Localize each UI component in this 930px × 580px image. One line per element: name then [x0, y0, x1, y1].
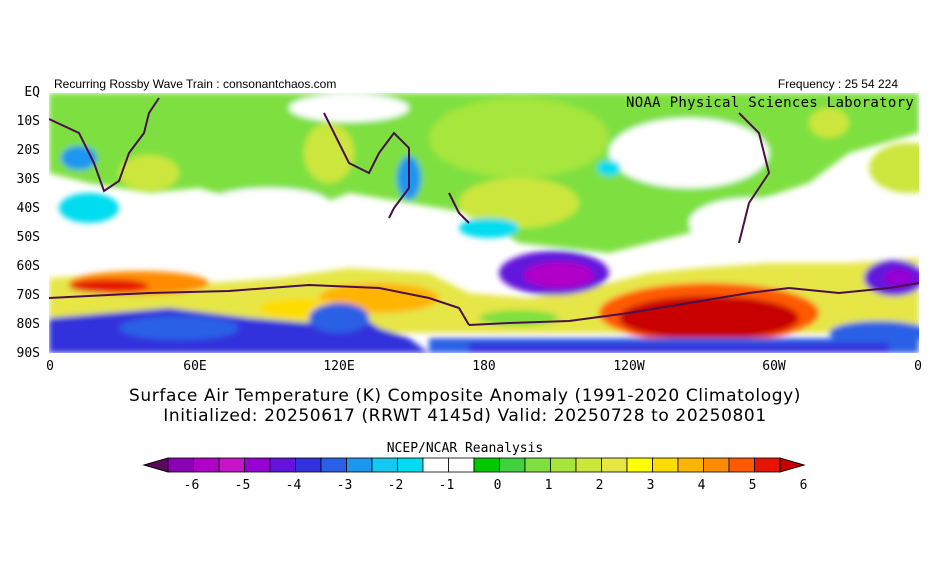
colorbar-swatch	[167, 457, 194, 473]
colorbar-swatch	[754, 457, 781, 473]
lon-label-60w: 60W	[762, 359, 786, 374]
lon-label-60e: 60E	[183, 359, 207, 374]
colorbar-tick-label: -1	[438, 478, 455, 493]
colorbar-swatch	[601, 457, 628, 473]
lon-label-180: 180	[472, 359, 496, 374]
colorbar-tick-label: 5	[748, 478, 757, 493]
colorbar-swatch	[499, 457, 526, 473]
lab-name: NOAA Physical Sciences Laboratory	[626, 95, 915, 111]
colorbar-tick-label: -6	[183, 478, 200, 493]
colorbar-swatch	[473, 457, 500, 473]
colorbar-arrow-left	[142, 457, 169, 473]
lat-label-50s: 50S	[16, 230, 40, 245]
colorbar-swatch	[550, 457, 577, 473]
lon-label-120w: 120W	[613, 359, 645, 374]
lat-label-80s: 80S	[16, 317, 40, 332]
title-line-2: Initialized: 20250617 (RRWT 4145d) Valid…	[163, 406, 767, 426]
lat-label-60s: 60S	[16, 259, 40, 274]
header-frequency-text: Frequency : 25 54 224	[777, 77, 898, 91]
colorbar-swatch	[193, 457, 220, 473]
colorbar-swatch	[346, 457, 373, 473]
colorbar-tick-label: 6	[799, 478, 808, 493]
colorbar-swatch	[448, 457, 475, 473]
lon-label-120e: 120E	[323, 359, 355, 374]
colorbar-swatch	[295, 457, 322, 473]
lon-label-0: 0	[46, 359, 54, 374]
colorbar-tick-label: -4	[285, 478, 302, 493]
colorbar-swatch	[652, 457, 679, 473]
lat-label-eq: EQ	[24, 85, 40, 100]
colorbar-swatch	[626, 457, 653, 473]
colorbar-swatch	[575, 457, 602, 473]
colorbar-tick-label: -2	[387, 478, 404, 493]
colorbar-tick-label: -3	[336, 478, 353, 493]
colorbar-swatch	[218, 457, 245, 473]
colorbar-swatch	[728, 457, 755, 473]
colorbar-swatch	[244, 457, 271, 473]
lat-label-30s: 30S	[16, 172, 40, 187]
colorbar-swatch	[422, 457, 449, 473]
colorbar-tick-label: 1	[544, 478, 553, 493]
colorbar-tick-label: 2	[595, 478, 604, 493]
colorbar-swatch	[397, 457, 424, 473]
colorbar-tick-label: 4	[697, 478, 706, 493]
coastlines	[49, 97, 919, 326]
lat-label-20s: 20S	[16, 143, 40, 158]
colorbar-swatch	[371, 457, 398, 473]
data-source: NCEP/NCAR Reanalysis	[386, 441, 544, 456]
header-left-text: Recurring Rossby Wave Train : consonantc…	[54, 77, 337, 91]
colorbar-swatch	[269, 457, 296, 473]
colorbar-swatch	[320, 457, 347, 473]
colorbar-tick-label: 3	[646, 478, 655, 493]
lat-label-90s: 90S	[16, 346, 40, 361]
anomaly-map	[49, 93, 919, 353]
lat-label-40s: 40S	[16, 201, 40, 216]
anomaly-field	[49, 93, 919, 353]
colorbar-swatch	[703, 457, 730, 473]
colorbar	[142, 457, 806, 473]
lat-label-70s: 70S	[16, 288, 40, 303]
title-line-1: Surface Air Temperature (K) Composite An…	[129, 386, 801, 406]
colorbar-tick-label: 0	[493, 478, 502, 493]
colorbar-swatch	[524, 457, 551, 473]
colorbar-swatch	[677, 457, 704, 473]
lon-label-0-end: 0	[914, 359, 922, 374]
map-svg	[49, 93, 919, 353]
lat-label-10s: 10S	[16, 114, 40, 129]
colorbar-tick-label: -5	[234, 478, 251, 493]
colorbar-arrow-right	[779, 457, 806, 473]
